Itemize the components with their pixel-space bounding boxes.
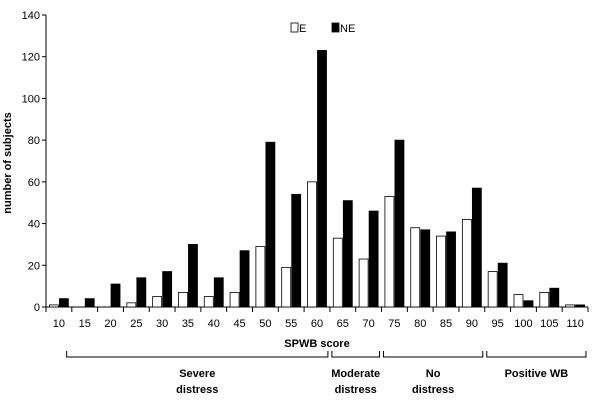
y-axis-title: number of subjects: [2, 112, 14, 213]
bar-ne-75: [394, 139, 405, 308]
legend-swatch-ne: [331, 22, 340, 33]
y-tick-label: 140: [22, 10, 40, 22]
bar-e-25: [126, 302, 137, 308]
group-label: distress: [176, 384, 218, 396]
bar-e-40: [203, 296, 214, 308]
bar-e-55: [281, 266, 292, 308]
bar-e-80: [410, 227, 421, 308]
bar-ne-20: [110, 283, 121, 308]
bar-e-70: [358, 258, 369, 308]
y-tick-label: 120: [22, 52, 40, 64]
x-tick-label: 30: [156, 318, 168, 330]
bar-e-100: [513, 294, 524, 308]
group-label: No: [426, 368, 441, 380]
group-label: distress: [335, 384, 377, 396]
bar-ne-15: [84, 298, 95, 308]
x-tick-label: 55: [285, 318, 297, 330]
x-tick-label: 15: [79, 318, 91, 330]
bar-ne-30: [162, 271, 173, 308]
x-tick-label: 60: [311, 318, 323, 330]
x-tick-label: 70: [362, 318, 374, 330]
bar-e-65: [332, 237, 343, 308]
bar-e-85: [436, 235, 446, 308]
group-label: Moderate: [331, 368, 380, 380]
group-label: distress: [412, 384, 454, 396]
y-tick-label: 80: [28, 135, 40, 147]
x-tick-label: 80: [414, 318, 426, 330]
x-tick-label: 40: [208, 318, 220, 330]
bar-ne-60: [317, 50, 327, 308]
x-tick-label: 45: [233, 318, 245, 330]
bar-ne-35: [188, 244, 198, 308]
bar-e-105: [539, 291, 550, 308]
x-tick-label: 85: [440, 318, 452, 330]
y-tick-label: 0: [34, 302, 40, 314]
x-tick-label: 75: [388, 318, 400, 330]
group-label: Severe: [179, 368, 215, 380]
x-tick-label: 20: [104, 318, 116, 330]
bar-e-45: [229, 291, 240, 308]
bar-e-35: [178, 291, 188, 308]
x-tick-label: 65: [337, 318, 349, 330]
x-tick-label: 25: [130, 318, 142, 330]
group-bracket: [486, 351, 587, 358]
bar-e-110: [565, 304, 575, 308]
x-tick-label: 100: [514, 318, 532, 330]
bar-ne-95: [497, 262, 508, 308]
legend-swatch-e: [290, 22, 299, 33]
bar-ne-55: [291, 193, 302, 308]
x-axis: 10 15 20 25 30 35 40 45 50 55 60 65 70 75 80 85 90 95 100 1…: [45, 306, 589, 330]
x-tick-label: 35: [182, 318, 194, 330]
bar-ne-110: [575, 304, 585, 308]
bar-ne-80: [420, 229, 431, 308]
group-bracket: [383, 351, 484, 358]
y-tick-label: 100: [22, 93, 40, 105]
y-tick-label: 40: [28, 219, 40, 231]
legend: E NE: [290, 22, 355, 35]
bar-ne-50: [265, 141, 276, 308]
bar-ne-100: [523, 300, 534, 308]
bar-e-60: [307, 181, 317, 308]
bar-ne-45: [239, 250, 250, 308]
group-bracket: [331, 351, 381, 358]
x-tick-label: 110: [566, 318, 584, 330]
legend-label-ne: NE: [340, 23, 355, 35]
bar-e-95: [487, 271, 498, 308]
bar-e-10: [49, 304, 59, 308]
y-tick-label: 20: [28, 260, 40, 272]
y-tick-label: 60: [28, 177, 40, 189]
bar-e-50: [255, 246, 266, 308]
x-tick-label: 95: [492, 318, 504, 330]
x-axis-title: SPWB score: [284, 338, 349, 350]
score-groups: Severe distress Moderate distress No distress…: [66, 351, 587, 396]
group-label: Positive WB: [505, 368, 569, 380]
x-tick-label: 105: [540, 318, 558, 330]
legend-label-e: E: [299, 23, 306, 35]
bar-ne-40: [213, 277, 224, 308]
x-tick-label: 50: [259, 318, 271, 330]
bar-ne-70: [368, 210, 379, 308]
bar-ne-10: [59, 298, 69, 308]
bar-ne-25: [136, 277, 147, 308]
bar-ne-65: [342, 200, 353, 308]
bar-ne-85: [446, 231, 456, 308]
y-axis: 0 20 40 60 80 100 120 140: [22, 10, 47, 314]
x-tick-label: 90: [466, 318, 478, 330]
bar-e-90: [461, 218, 472, 308]
bar-e-30: [152, 296, 163, 308]
group-bracket: [66, 351, 329, 358]
bar-e-75: [384, 196, 395, 308]
bar-ne-90: [471, 187, 482, 308]
x-tick-label: 10: [53, 318, 65, 330]
bar-ne-105: [549, 287, 560, 308]
bars: [49, 50, 585, 308]
